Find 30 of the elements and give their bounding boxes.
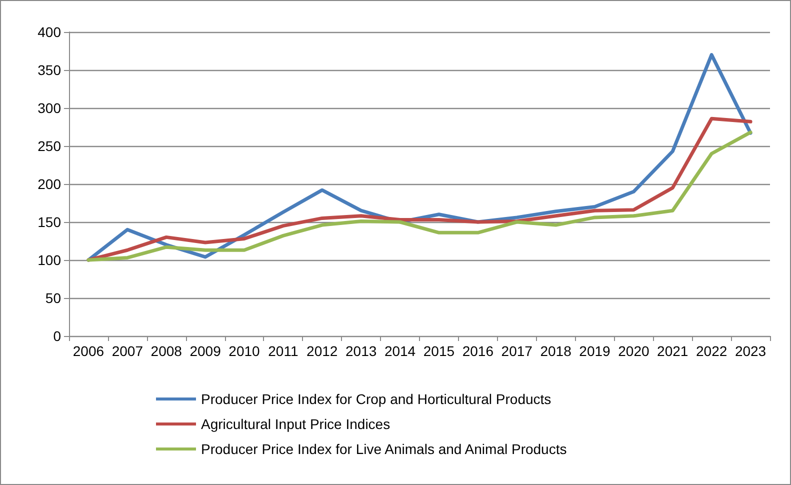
y-tick-label: 300 [38, 100, 62, 116]
legend-label: Agricultural Input Price Indices [201, 416, 390, 432]
x-tick-label: 2018 [540, 343, 572, 359]
y-tick-label: 250 [38, 138, 62, 154]
x-tick-label: 2010 [228, 343, 260, 359]
x-tick-label: 2006 [72, 343, 104, 359]
y-tick-label: 200 [38, 176, 62, 192]
x-tick-label: 2013 [346, 343, 377, 359]
x-tick-label: 2017 [501, 343, 533, 359]
x-tick-label: 2019 [579, 343, 611, 359]
x-tick-label: 2015 [423, 343, 455, 359]
x-tick-label: 2008 [150, 343, 182, 359]
x-tick-label: 2021 [657, 343, 688, 359]
x-tick-label: 2011 [268, 343, 298, 359]
legend-label: Producer Price Index for Crop and Horticultural Products [201, 391, 552, 407]
y-tick-label: 150 [38, 214, 62, 230]
x-tick-label: 2022 [696, 343, 728, 359]
y-tick-label: 350 [38, 62, 62, 78]
legend-label: Producer Price Index for Live Animals and Animal Products [201, 441, 567, 457]
x-tick-label: 2023 [734, 343, 766, 359]
y-tick-label: 100 [38, 252, 62, 268]
y-tick-label: 50 [45, 290, 62, 306]
x-tick-label: 2009 [190, 343, 222, 359]
y-tick-label: 400 [38, 24, 62, 40]
x-tick-label: 2012 [306, 343, 338, 359]
x-tick-label: 2007 [112, 343, 144, 359]
x-tick-label: 2020 [618, 343, 650, 359]
x-tick-label: 2014 [384, 343, 416, 359]
x-tick-label: 2016 [462, 343, 494, 359]
y-tick-label: 0 [53, 328, 62, 344]
